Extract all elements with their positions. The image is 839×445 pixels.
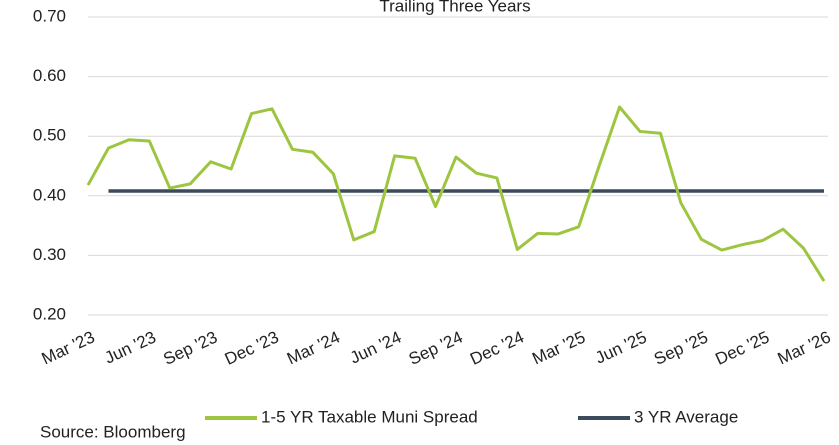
x-tick-label: Mar '23 bbox=[39, 327, 98, 368]
x-tick-label: Dec '24 bbox=[467, 327, 527, 368]
legend-label: 1-5 YR Taxable Muni Spread bbox=[261, 407, 478, 426]
x-tick-label: Mar '24 bbox=[284, 327, 343, 368]
series-line bbox=[86, 105, 826, 282]
y-tick-label: 0.30 bbox=[33, 245, 66, 264]
legend-label: 3 YR Average bbox=[634, 407, 738, 426]
y-tick-label: 0.40 bbox=[33, 185, 66, 204]
chart-title: Trailing Three Years bbox=[379, 0, 530, 15]
x-tick-label: Sep '25 bbox=[651, 327, 711, 368]
x-tick-label: Jun '25 bbox=[592, 327, 649, 367]
y-tick-label: 0.20 bbox=[33, 304, 66, 323]
x-tick-label: Sep '23 bbox=[160, 327, 220, 368]
x-tick-label: Jun '23 bbox=[102, 327, 159, 367]
y-tick-label: 0.50 bbox=[33, 126, 66, 145]
x-tick-label: Mar '26 bbox=[775, 327, 834, 368]
y-tick-label: 0.70 bbox=[33, 6, 66, 25]
x-tick-label: Sep '24 bbox=[406, 327, 466, 368]
x-tick-label: Dec '25 bbox=[712, 327, 772, 368]
x-tick-label: Jun '24 bbox=[347, 327, 404, 367]
y-tick-label: 0.60 bbox=[33, 66, 66, 85]
x-tick-label: Mar '25 bbox=[529, 327, 588, 368]
x-tick-label: Dec '23 bbox=[222, 327, 282, 368]
source-note: Source: Bloomberg bbox=[40, 422, 186, 441]
